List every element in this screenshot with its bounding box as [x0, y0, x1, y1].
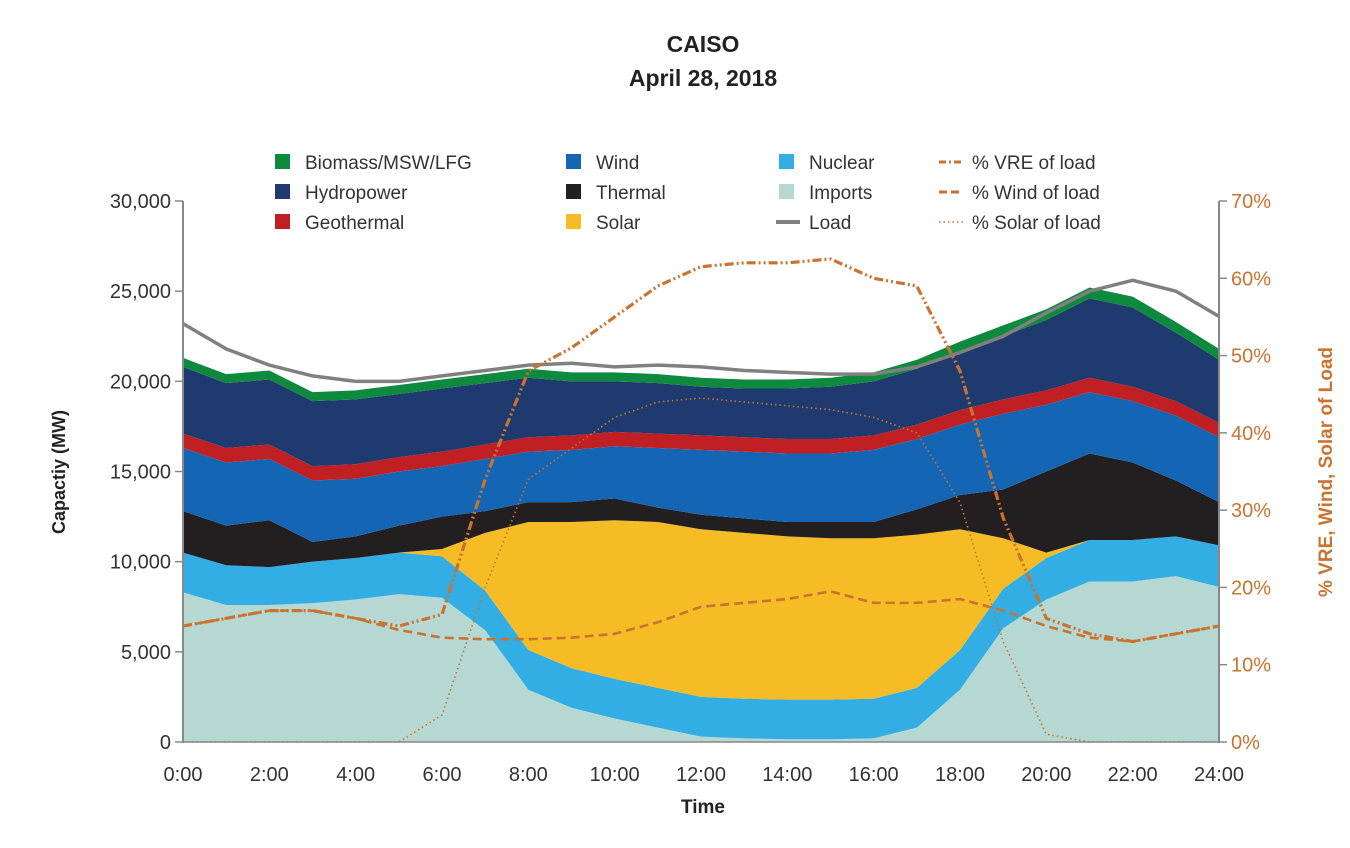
- y2-tick-label: 60%: [1231, 268, 1271, 290]
- legend-item-imports: Imports: [779, 183, 872, 204]
- legend-swatch: [566, 214, 581, 229]
- x-tick-label: 16:00: [849, 764, 899, 786]
- legend-label: Biomass/MSW/LFG: [305, 153, 472, 174]
- x-tick-label: 22:00: [1108, 764, 1158, 786]
- line-vre-of-load: [182, 257, 1220, 644]
- legend-swatch: [779, 154, 794, 169]
- x-tick-label: 20:00: [1021, 764, 1071, 786]
- legend-label: Geothermal: [305, 213, 404, 234]
- y2-tick-label: 40%: [1231, 423, 1271, 445]
- line-wind-of-load: [182, 589, 1220, 643]
- legend-swatch: [566, 184, 581, 199]
- legend-item-solar: Solar: [566, 213, 641, 234]
- x-tick-label: 10:00: [590, 764, 640, 786]
- y2-tick-label: 50%: [1231, 346, 1271, 368]
- legend-label: Thermal: [596, 183, 666, 204]
- y2-tick-label: 10%: [1231, 655, 1271, 677]
- lines: [182, 257, 1220, 743]
- legend-item-wind-of-load: % Wind of load: [939, 183, 1100, 204]
- legend-item-solar-of-load: % Solar of load: [939, 213, 1101, 234]
- area-hydropower: [183, 298, 1219, 467]
- x-tick-label: 14:00: [762, 764, 812, 786]
- x-tick-label: 8:00: [509, 764, 548, 786]
- axes: 0 5,000 10,000 15,000 20,000 25,000 30,000 0% 10…: [110, 191, 1271, 786]
- chart-subtitle: April 28, 2018: [629, 65, 778, 91]
- legend-swatch: [275, 154, 290, 169]
- y-tick-label: 25,000: [110, 281, 171, 303]
- area-wind: [183, 392, 1219, 542]
- legend-swatch: [275, 184, 290, 199]
- legend-item-wind: Wind: [566, 153, 639, 174]
- line-load: [182, 278, 1220, 384]
- y-tick-label: 20,000: [110, 371, 171, 393]
- legend-item-nuclear: Nuclear: [779, 153, 875, 174]
- area-solar: [183, 520, 1219, 700]
- legend-item-load: Load: [776, 213, 851, 234]
- area-nuclear: [183, 536, 1219, 740]
- legend-swatch: [275, 214, 290, 229]
- chart-title: CAISO: [667, 31, 740, 57]
- legend-item-geothermal: Geothermal: [275, 213, 404, 234]
- legend-label: % Wind of load: [972, 183, 1100, 204]
- legend-label: Nuclear: [809, 153, 875, 174]
- legend-label: Imports: [809, 183, 872, 204]
- area-imports: [183, 576, 1219, 742]
- x-tick-label: 0:00: [164, 764, 203, 786]
- x-tick-label: 2:00: [250, 764, 289, 786]
- stacked-areas: [183, 287, 1219, 742]
- y2-tick-label: 20%: [1231, 577, 1271, 599]
- x-tick-label: 12:00: [676, 764, 726, 786]
- legend-label: Solar: [596, 213, 641, 234]
- area-geothermal: [183, 377, 1219, 481]
- y-tick-label: 5,000: [121, 642, 171, 664]
- x-tick-label: 6:00: [423, 764, 462, 786]
- y-tick-label: 30,000: [110, 191, 171, 213]
- legend-label: Load: [809, 213, 851, 234]
- legend-item-biomass-msw-lfg: Biomass/MSW/LFG: [275, 153, 472, 174]
- x-tick-label: 24:00: [1194, 764, 1244, 786]
- legend: Biomass/MSW/LFG Wind Nuclear % VRE of load H…: [275, 153, 1101, 234]
- y-axis-label: Capactiy (MW): [49, 410, 69, 534]
- y2-tick-label: 0%: [1231, 732, 1260, 754]
- x-tick-label: 18:00: [935, 764, 985, 786]
- area-thermal: [183, 453, 1219, 568]
- y-tick-label: 15,000: [110, 462, 171, 484]
- legend-label: Wind: [596, 153, 639, 174]
- area-biomass-msw-lfg: [183, 287, 1219, 402]
- legend-item-hydropower: Hydropower: [275, 183, 408, 204]
- legend-swatch: [566, 154, 581, 169]
- y2-axis-label: % VRE, Wind, Solar of Load: [1316, 347, 1337, 597]
- legend-label: % VRE of load: [972, 153, 1096, 174]
- legend-label: % Solar of load: [972, 213, 1101, 234]
- x-tick-label: 4:00: [336, 764, 375, 786]
- legend-swatch: [779, 184, 794, 199]
- legend-item-vre-of-load: % VRE of load: [939, 153, 1096, 174]
- y-tick-label: 10,000: [110, 552, 171, 574]
- y2-tick-label: 70%: [1231, 191, 1271, 213]
- y2-tick-label: 30%: [1231, 500, 1271, 522]
- x-axis-label: Time: [681, 797, 725, 818]
- legend-label: Hydropower: [305, 183, 408, 204]
- y-tick-label: 0: [160, 732, 171, 754]
- legend-item-thermal: Thermal: [566, 183, 666, 204]
